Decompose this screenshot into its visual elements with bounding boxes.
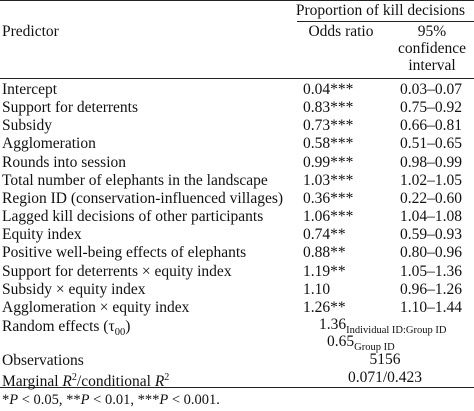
row-predictor: Total number of elephants in the landsca…	[2, 172, 268, 189]
row-confidence-interval: 0.03–0.07	[400, 81, 462, 98]
r2-label-r: R	[62, 373, 72, 391]
row-confidence-interval: 0.66–0.81	[400, 117, 462, 134]
row-predictor: Agglomeration × equity index	[2, 299, 190, 316]
header-rule	[0, 78, 474, 79]
footnote-segment: < 0.01, ***	[89, 392, 160, 408]
r2-label-sq2: 2	[164, 372, 170, 383]
random-effects-label: Random effects (τ00)	[2, 318, 131, 338]
col-header-predictor: Predictor	[2, 23, 59, 40]
random-effects-label-close: )	[125, 318, 131, 335]
row-confidence-interval: 0.59–0.93	[400, 226, 462, 243]
row-odds-ratio: 1.03***	[303, 172, 354, 189]
top-rule	[0, 0, 474, 1]
random-effects-value-2-number: 0.65	[327, 333, 355, 350]
row-predictor: Region ID (conservation-influenced villa…	[2, 190, 284, 207]
row-odds-ratio: 0.83***	[303, 99, 354, 116]
col-header-ci-line2: confidence	[398, 40, 466, 57]
row-odds-ratio: 0.36***	[303, 190, 354, 207]
footnote-segment: *	[2, 392, 10, 408]
random-effects-value-2-sub: Group ID	[354, 342, 395, 353]
r2-label-r2: R	[154, 373, 165, 391]
row-predictor: Rounds into session	[2, 154, 127, 171]
row-confidence-interval: 0.96–1.26	[400, 281, 462, 298]
group-header-rule	[297, 21, 474, 22]
r2-label-part1: Marginal	[2, 373, 63, 391]
row-confidence-interval: 1.04–1.08	[400, 208, 462, 225]
row-odds-ratio: 0.58***	[303, 135, 354, 152]
row-confidence-interval: 1.05–1.36	[400, 263, 462, 280]
row-predictor: Positive well-being effects of elephants	[2, 244, 247, 261]
col-header-ci-line1: 95%	[417, 23, 447, 40]
row-confidence-interval: 0.75–0.92	[400, 99, 462, 116]
row-odds-ratio: 0.74**	[303, 226, 346, 243]
r2-value: 0.071/0.423	[347, 369, 423, 386]
r2-label-sq: 2	[71, 372, 77, 383]
row-odds-ratio: 0.73***	[303, 117, 354, 134]
random-effects-value-1: 1.36Individual ID:Group ID	[319, 316, 447, 336]
row-predictor: Agglomeration	[2, 135, 96, 152]
group-header: Proportion of kill decisions	[295, 2, 466, 19]
row-odds-ratio: 1.10	[303, 281, 331, 298]
row-confidence-interval: 1.02–1.05	[400, 172, 462, 189]
random-effects-value-1-sub: Individual ID:Group ID	[346, 325, 447, 336]
row-confidence-interval: 1.10–1.44	[400, 299, 462, 316]
footnote: *P < 0.05, **P < 0.01, ***P < 0.001.	[2, 392, 220, 409]
col-header-ci-line3: interval	[408, 57, 456, 74]
footnote-p-symbol: P	[159, 392, 169, 408]
random-effects-label-sub: 00	[114, 327, 126, 338]
row-predictor: Intercept	[2, 81, 58, 98]
random-effects-value-2: 0.65Group ID	[327, 333, 395, 353]
footnote-p-symbol: P	[80, 392, 90, 408]
random-effects-label-text: Random effects (τ	[2, 318, 115, 335]
row-odds-ratio: 0.99***	[303, 154, 354, 171]
bottom-rule	[0, 387, 474, 388]
row-odds-ratio: 1.26**	[303, 299, 346, 316]
row-predictor: Support for deterrents × equity index	[2, 263, 232, 280]
row-predictor: Support for deterrents	[2, 99, 139, 116]
col-header-odds-ratio: Odds ratio	[308, 23, 374, 40]
footnote-segment: < 0.05, **	[18, 392, 81, 408]
random-effects-value-1-number: 1.36	[319, 316, 347, 333]
r2-label-part2: /conditional	[76, 373, 155, 391]
row-confidence-interval: 0.98–0.99	[400, 154, 462, 171]
row-predictor: Lagged kill decisions of other participa…	[2, 208, 264, 225]
row-odds-ratio: 0.88**	[303, 244, 346, 261]
r2-label: Marginal R2/conditional R2	[2, 369, 169, 390]
row-confidence-interval: 0.80–0.96	[400, 244, 462, 261]
footnote-segment: < 0.001.	[168, 392, 220, 408]
row-odds-ratio: 1.06***	[303, 208, 354, 225]
observations-label: Observations	[2, 352, 84, 369]
observations-value: 5156	[369, 351, 401, 368]
row-confidence-interval: 0.22–0.60	[400, 190, 462, 207]
row-predictor: Equity index	[2, 226, 82, 243]
row-confidence-interval: 0.51–0.65	[400, 135, 462, 152]
row-predictor: Subsidy × equity index	[2, 281, 146, 298]
row-odds-ratio: 0.04***	[303, 81, 354, 98]
footnote-p-symbol: P	[9, 392, 19, 408]
row-odds-ratio: 1.19**	[303, 263, 346, 280]
row-predictor: Subsidy	[2, 117, 52, 134]
